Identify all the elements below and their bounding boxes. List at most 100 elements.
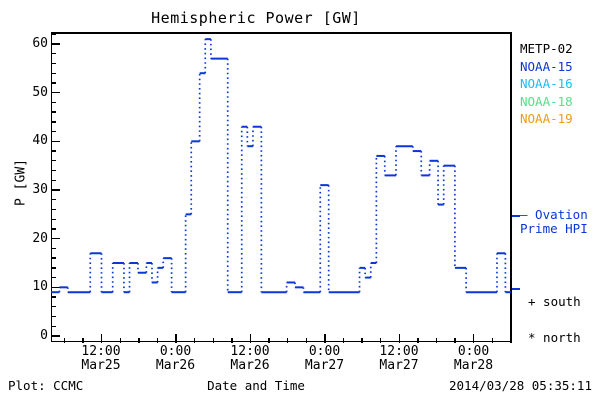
x-tick-minor bbox=[342, 338, 345, 343]
hpi-axis-tick bbox=[512, 288, 520, 290]
y-axis-label: P [GW] bbox=[13, 159, 29, 206]
x-tick-major bbox=[101, 334, 103, 343]
x-tick-minor bbox=[491, 338, 493, 343]
series-ovation-prime-hpi bbox=[51, 38, 511, 294]
y-tick-major bbox=[51, 43, 60, 45]
y-tick-minor bbox=[51, 53, 56, 55]
x-tick-label-time: 12:00 bbox=[81, 344, 121, 359]
y-tick-minor bbox=[51, 72, 56, 74]
legend-south-marker: + south bbox=[528, 294, 581, 309]
y-tick-minor bbox=[51, 267, 56, 269]
y-tick-label: 50 bbox=[32, 84, 48, 100]
legend-item-noaa-19: NOAA-19 bbox=[520, 111, 573, 126]
x-tick-major bbox=[324, 334, 326, 343]
y-tick-minor bbox=[51, 276, 56, 279]
y-tick-minor bbox=[51, 160, 56, 162]
x-tick-major bbox=[398, 334, 400, 343]
plot-data-area bbox=[51, 32, 511, 342]
x-tick-minor bbox=[417, 338, 419, 343]
x-tick-minor bbox=[156, 338, 159, 343]
y-tick-minor bbox=[51, 101, 56, 104]
x-tick-minor bbox=[361, 338, 363, 343]
x-tick-minor bbox=[435, 338, 438, 343]
x-tick-minor bbox=[231, 338, 233, 343]
x-tick-major bbox=[473, 334, 475, 343]
y-tick-minor bbox=[51, 228, 56, 230]
y-tick-minor bbox=[51, 199, 56, 201]
footer-plot-source: Plot: CCMC bbox=[8, 378, 84, 393]
x-tick-label-date: Mar25 bbox=[81, 358, 121, 373]
y-tick-label: 10 bbox=[32, 279, 48, 295]
x-tick-minor bbox=[119, 338, 121, 343]
plot-frame-top bbox=[51, 32, 512, 34]
y-tick-label: 40 bbox=[32, 133, 48, 149]
y-tick-minor bbox=[51, 169, 56, 172]
x-axis-title: Date and Time bbox=[207, 378, 305, 393]
y-tick-major bbox=[51, 286, 60, 289]
x-tick-label-time: 12:00 bbox=[230, 344, 270, 359]
y-tick-minor bbox=[51, 150, 56, 152]
x-tick-minor bbox=[454, 338, 456, 343]
x-tick-minor bbox=[82, 338, 84, 343]
x-tick-minor bbox=[138, 338, 140, 343]
y-tick-major bbox=[51, 189, 60, 191]
x-tick-label: 0:00 Mar28 bbox=[439, 345, 509, 373]
y-tick-minor bbox=[51, 62, 56, 65]
footer-timestamp: 2014/03/28 05:35:11 bbox=[449, 378, 592, 393]
x-tick-minor bbox=[268, 338, 270, 343]
y-tick-minor bbox=[51, 247, 56, 250]
y-tick-major bbox=[51, 237, 60, 240]
y-tick-minor bbox=[51, 218, 56, 220]
legend-ovation-prime-hpi: — Ovation Prime HPI bbox=[520, 208, 600, 236]
legend: METP-02 NOAA-15 NOAA-16 NOAA-18 NOAA-19 bbox=[520, 40, 600, 128]
y-tick-minor bbox=[51, 257, 56, 259]
legend-item-noaa-18: NOAA-18 bbox=[520, 93, 573, 109]
legend-item-noaa-16: NOAA-16 bbox=[520, 76, 573, 91]
y-tick-minor bbox=[51, 82, 56, 84]
x-tick-major bbox=[249, 334, 252, 343]
ovation-legend-line2: Prime HPI bbox=[520, 221, 588, 236]
x-tick-minor bbox=[212, 338, 214, 343]
chart-title: Hemispheric Power [GW] bbox=[151, 9, 361, 27]
x-tick-label-date: Mar28 bbox=[453, 358, 494, 373]
y-tick-minor bbox=[51, 315, 56, 318]
x-tick-label: 12:00 Mar26 bbox=[215, 345, 285, 373]
x-tick-minor bbox=[287, 338, 289, 343]
x-tick-label-time: 0:00 bbox=[457, 344, 490, 359]
y-tick-major bbox=[51, 335, 60, 337]
y-tick-minor bbox=[51, 179, 56, 181]
x-tick-label-date: Mar27 bbox=[379, 358, 419, 373]
x-tick-major bbox=[175, 334, 177, 343]
y-tick-label: 20 bbox=[32, 230, 48, 246]
legend-item-metp-02: METP-02 bbox=[520, 41, 573, 56]
x-tick-label: 0:00 Mar26 bbox=[141, 345, 211, 373]
x-tick-label-time: 0:00 bbox=[308, 344, 341, 359]
plot-frame bbox=[51, 32, 512, 342]
x-tick-label: 0:00 Mar27 bbox=[290, 345, 360, 373]
x-tick-label-date: Mar26 bbox=[230, 358, 270, 373]
y-tick-minor bbox=[51, 208, 56, 211]
x-tick-label: 12:00 Mar25 bbox=[66, 345, 136, 373]
x-tick-label-time: 0:00 bbox=[159, 344, 192, 359]
y-tick-label: 30 bbox=[32, 182, 48, 197]
y-tick-minor bbox=[51, 121, 56, 123]
y-tick-label: 0 bbox=[40, 328, 48, 343]
plot-frame-right bbox=[510, 32, 512, 343]
legend-item-noaa-15: NOAA-15 bbox=[520, 58, 573, 74]
y-tick-label: 60 bbox=[32, 36, 48, 51]
x-tick-label-date: Mar27 bbox=[304, 358, 345, 373]
ovation-axis-tick bbox=[512, 215, 520, 217]
y-tick-minor bbox=[51, 306, 56, 308]
y-tick-minor bbox=[51, 33, 56, 35]
y-tick-minor bbox=[51, 325, 56, 327]
y-tick-major bbox=[51, 91, 60, 94]
x-tick-label-date: Mar26 bbox=[155, 358, 196, 373]
y-tick-minor bbox=[51, 130, 56, 133]
x-tick-minor bbox=[194, 338, 196, 343]
y-tick-minor bbox=[51, 111, 56, 113]
x-tick-minor bbox=[305, 338, 307, 343]
y-tick-minor bbox=[51, 296, 56, 298]
x-tick-minor bbox=[510, 338, 512, 343]
y-tick-major bbox=[51, 140, 60, 143]
